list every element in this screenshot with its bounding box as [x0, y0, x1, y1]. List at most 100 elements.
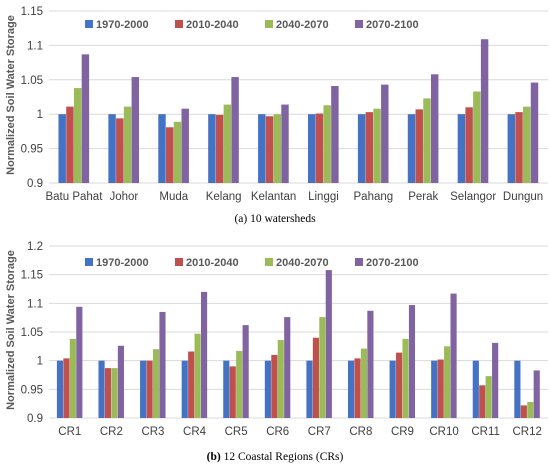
legend-swatch: [355, 20, 363, 28]
x-tick-label: Selangor: [450, 191, 496, 203]
gridlines-b: [49, 245, 548, 419]
legend-swatch: [265, 258, 273, 266]
caption-b-text: 12 Coastal Regions (CRs): [221, 451, 344, 463]
bar-2010-2040-Dungun: [515, 112, 523, 183]
legend-label: 2070-2100: [366, 257, 419, 269]
bar-1970-2000-Johor: [108, 114, 116, 183]
bar-2040-2070-Muda: [173, 121, 182, 183]
bar-2010-2040-Kelantan: [265, 116, 274, 183]
bar-2070-2100-Kelantan: [281, 104, 289, 183]
bar-2070-2100-Pahang: [381, 84, 389, 183]
bar-1970-2000-CR6: [264, 360, 271, 418]
bar-2040-2070-Johor: [123, 106, 132, 183]
y-tick-label: 1: [37, 109, 43, 121]
chart-coastal-regions: Normalized Soil Water Storage 0.9 0.95 1 1.…: [5, 241, 548, 438]
legend-b: 1970-2000 2010-2040 2040-2070 2070-2100: [85, 257, 419, 269]
bar-2010-2040-CR11: [479, 385, 486, 418]
bar-2040-2070-CR12: [527, 401, 534, 418]
bar-2040-2070-CR1: [69, 338, 76, 418]
bar-2040-2070-Dungun: [523, 106, 531, 183]
bar-2010-2040-Perak: [415, 109, 423, 183]
x-tick-label: CR12: [513, 426, 542, 438]
legend-label: 2010-2040: [186, 19, 239, 31]
bar-2070-2100-Muda: [181, 108, 189, 183]
bar-2010-2040-CR4: [188, 351, 195, 418]
bar-2070-2100-CR7: [325, 270, 332, 418]
bar-1970-2000-CR1: [56, 360, 64, 418]
bar-2040-2070-Kelang: [223, 104, 232, 183]
legend-swatch: [265, 20, 273, 28]
bar-1970-2000-Pahang: [357, 114, 366, 183]
bar-2040-2070-Selangor: [473, 91, 481, 183]
bar-2070-2100-CR9: [408, 305, 416, 418]
bar-2070-2100-Selangor: [480, 39, 489, 183]
bar-2040-2070-CR4: [194, 333, 201, 418]
bar-2040-2070-Pahang: [373, 108, 381, 183]
bar-2040-2070-CR8: [360, 348, 368, 418]
bar-2010-2040-CR7: [312, 337, 319, 418]
bar-2070-2100-Johor: [131, 77, 140, 183]
bar-2070-2100-Dungun: [530, 82, 539, 183]
bar-2040-2070-CR3: [152, 349, 160, 418]
x-tick-label: CR7: [308, 426, 331, 438]
bar-1970-2000-CR10: [431, 360, 438, 418]
x-tick-label: Muda: [159, 191, 188, 203]
bar-2040-2070-CR10: [444, 346, 451, 418]
legend-swatch: [355, 258, 363, 266]
bar-1970-2000-CR7: [306, 360, 313, 418]
x-tick-labels-b: CR1 CR2 CR3 CR4 CR5 CR6 CR7 CR8 CR9 CR10 CR11 CR12: [58, 426, 542, 438]
bar-2010-2040-Muda: [166, 127, 174, 183]
bar-2040-2070-CR7: [319, 317, 326, 418]
x-tick-label: Johor: [109, 191, 138, 203]
y-tick-label: 1.1: [27, 40, 43, 52]
bar-2070-2100-CR12: [533, 370, 540, 418]
bar-2010-2040-CR2: [104, 368, 112, 418]
bar-2040-2070-Kelantan: [273, 114, 281, 183]
bar-2010-2040-Selangor: [465, 107, 473, 183]
x-tick-labels-a: Batu Pahat Johor Muda Kelang Kelantan Linggi P…: [45, 191, 543, 203]
bar-1970-2000-CR8: [347, 360, 355, 418]
bar-2010-2040-CR8: [354, 358, 361, 418]
x-tick-label: CR3: [141, 426, 164, 438]
x-tick-label: CR11: [471, 426, 500, 438]
x-tick-label: Linggi: [308, 191, 339, 203]
y-tick-label: 1.15: [21, 270, 43, 282]
y-tick-label: 1.15: [21, 6, 43, 18]
caption-a: (a) 10 watersheds: [234, 213, 316, 225]
legend-label: 2070-2100: [366, 19, 419, 31]
x-tick-label: Dungun: [503, 191, 543, 203]
bar-1970-2000-CR3: [140, 360, 147, 418]
bar-2010-2040-CR6: [271, 354, 278, 418]
bar-2070-2100-CR1: [76, 306, 83, 418]
bar-2070-2100-Kelang: [231, 77, 239, 183]
x-tick-label: CR10: [429, 426, 458, 438]
bar-2070-2100-CR3: [159, 311, 166, 418]
bar-2070-2100-Perak: [430, 74, 439, 183]
x-tick-label: Perak: [408, 191, 438, 203]
y-tick-label: 1.05: [21, 75, 43, 87]
bar-2010-2040-Johor: [116, 118, 124, 183]
bar-2040-2070-CR11: [485, 376, 492, 418]
bar-1970-2000-Batu Pahat: [58, 114, 66, 183]
x-tick-label: CR1: [58, 426, 81, 438]
legend-swatch: [85, 20, 93, 28]
bar-2070-2100-CR5: [242, 325, 249, 418]
y-tick-label: 0.95: [21, 384, 43, 396]
x-tick-label: CR4: [183, 426, 207, 438]
legend-label: 2010-2040: [186, 257, 239, 269]
y-tick-label: 1.05: [21, 327, 43, 339]
bar-1970-2000-Selangor: [457, 114, 466, 183]
x-tick-label: CR6: [266, 426, 289, 438]
y-tick-label: 0.9: [27, 178, 43, 190]
bar-1970-2000-CR9: [389, 360, 396, 418]
bar-2040-2070-Linggi: [323, 105, 331, 183]
caption-b: (b) 12 Coastal Regions (CRs): [207, 451, 344, 463]
bar-2010-2040-CR5: [229, 366, 236, 418]
bar-1970-2000-CR4: [181, 360, 188, 418]
x-tick-label: Batu Pahat: [45, 191, 103, 203]
y-tick-labels-a: 0.9 0.95 1 1.05 1.1 1.15: [21, 6, 43, 190]
bar-1970-2000-CR12: [514, 360, 521, 418]
legend-a: 1970-2000 2010-2040 2040-2070 2070-2100: [85, 19, 419, 31]
bar-1970-2000-Perak: [407, 114, 416, 183]
x-tick-label: CR9: [391, 426, 414, 438]
